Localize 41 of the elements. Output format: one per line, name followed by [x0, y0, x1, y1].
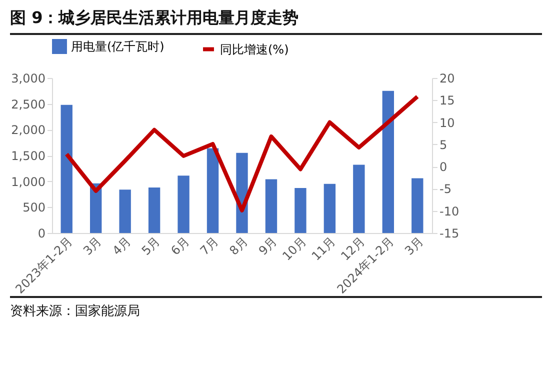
y-tick-label: 1,500 — [11, 149, 46, 163]
y-tick-label: 3,000 — [11, 72, 46, 86]
y-tick-label: 500 — [22, 200, 46, 215]
bar — [265, 179, 278, 233]
y-tick-label: 2,500 — [11, 97, 46, 112]
x-tick-label: 11月 — [308, 234, 338, 264]
y2-tick-label: 15 — [440, 94, 455, 108]
x-tick-label: 10月 — [280, 234, 309, 264]
bar — [353, 164, 365, 233]
text: 资料来源：国家能源局 — [10, 296, 542, 320]
bar — [412, 178, 424, 233]
x-tick-label: 5月 — [139, 234, 163, 258]
x-tick-label: 7月 — [197, 234, 222, 258]
bar — [148, 188, 160, 233]
bar — [119, 190, 131, 233]
bar — [178, 176, 190, 233]
x-tick-label: 9月 — [256, 234, 280, 258]
y2-tick-label: 5 — [440, 138, 448, 152]
x-tick-label: 8月 — [226, 234, 250, 258]
bar — [294, 188, 306, 233]
y2-tick-label: -10 — [440, 204, 460, 218]
legend-label: 用电量(亿千瓦时) — [71, 40, 164, 54]
y-tick-label: 2,000 — [11, 123, 46, 138]
y2-tick-label: 10 — [440, 116, 455, 130]
line-series — [64, 94, 420, 212]
y2-tick-label: -5 — [440, 182, 452, 196]
chart-title: 图 9：城乡居民生活累计用电量月度走势 — [10, 8, 542, 35]
bar — [206, 148, 219, 233]
legend-label: 同比增速(%) — [220, 42, 289, 56]
y-tick-label: 0 — [38, 226, 46, 240]
x-tick-label: 4月 — [110, 234, 134, 258]
x-tick-label: 3月 — [402, 234, 426, 258]
bar — [324, 184, 336, 233]
x-tick-label: 3月 — [80, 234, 104, 258]
x-tick-label: 6月 — [168, 234, 192, 258]
y-tick-label: 1,000 — [11, 174, 46, 189]
y2-tick-label: -15 — [440, 226, 460, 240]
y2-tick-label: 20 — [440, 72, 455, 86]
y2-tick-label: 0 — [440, 160, 448, 174]
bar — [60, 104, 72, 233]
bar — [382, 90, 394, 233]
